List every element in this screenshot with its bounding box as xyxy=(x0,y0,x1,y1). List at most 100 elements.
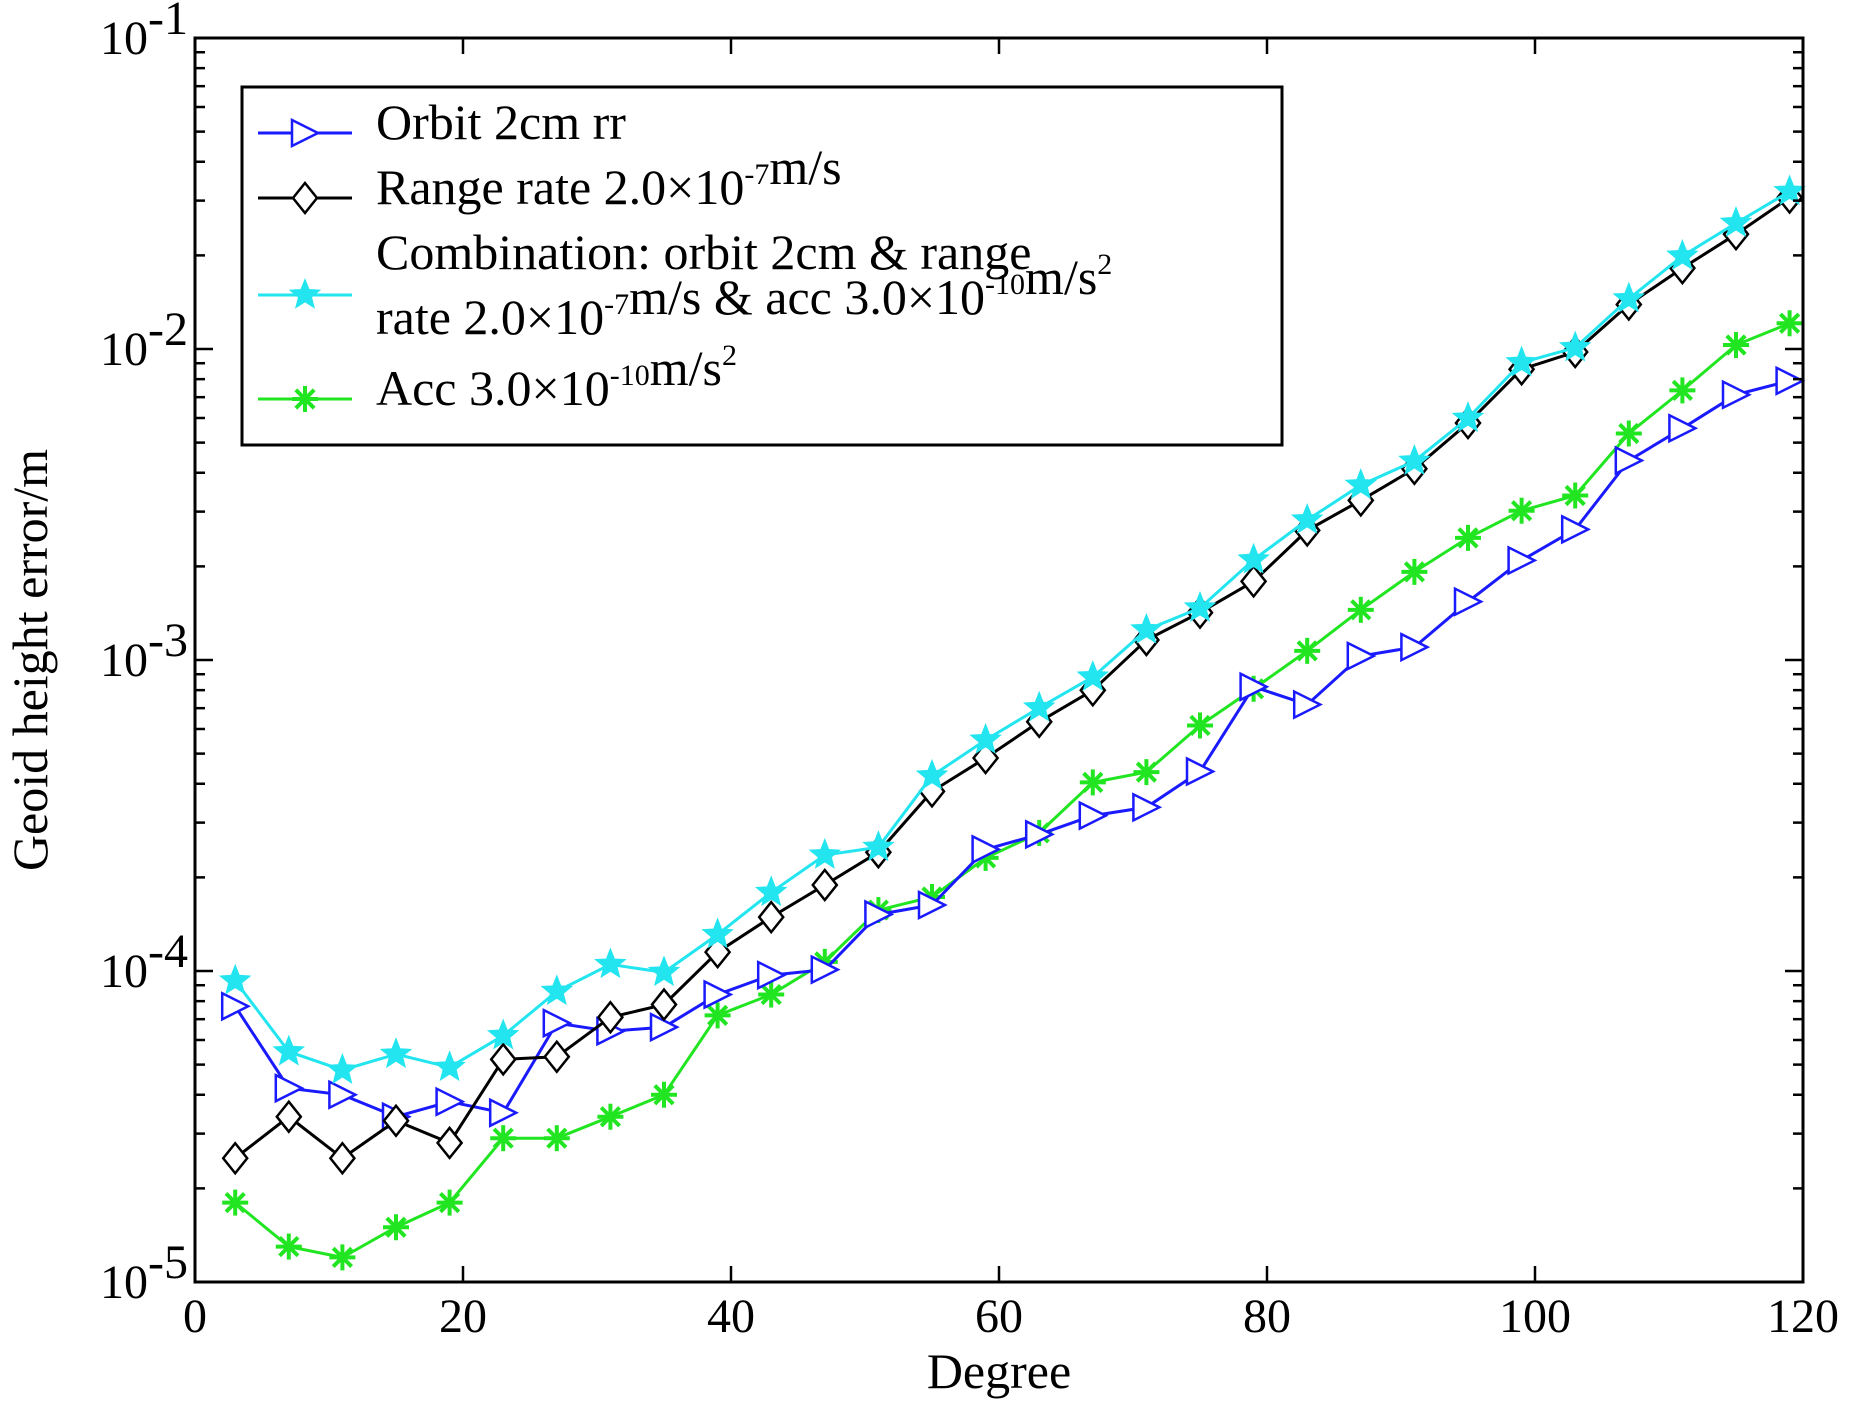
x-tick-label: 120 xyxy=(1767,1290,1839,1343)
x-tick-label: 60 xyxy=(975,1290,1023,1343)
data-point xyxy=(1132,792,1163,823)
data-point xyxy=(291,180,319,216)
data-point xyxy=(1133,759,1160,786)
data-point xyxy=(1612,281,1646,313)
x-tick-label: 100 xyxy=(1499,1290,1571,1343)
data-point xyxy=(1507,545,1538,576)
y-tick-label-exponent: -1 xyxy=(148,0,188,45)
data-point xyxy=(701,917,734,949)
data-point xyxy=(1078,800,1109,831)
data-point xyxy=(1723,332,1749,359)
x-tick-label: 40 xyxy=(707,1290,755,1343)
y-axis-label: Geoid height error/m xyxy=(2,449,58,871)
data-point xyxy=(811,868,839,903)
data-point xyxy=(1347,596,1374,623)
data-point xyxy=(1455,524,1481,551)
data-point xyxy=(757,900,785,935)
data-point xyxy=(328,1141,357,1176)
legend-box xyxy=(240,85,1284,447)
data-point xyxy=(650,987,678,1022)
data-point xyxy=(543,1125,570,1152)
data-point xyxy=(292,386,318,412)
data-point xyxy=(1773,174,1806,206)
data-point xyxy=(218,963,252,995)
data-point xyxy=(969,722,1002,754)
data-point xyxy=(288,277,322,309)
data-point xyxy=(704,1002,731,1029)
data-point xyxy=(1776,310,1803,337)
data-point xyxy=(489,1042,517,1077)
data-point xyxy=(275,1233,302,1260)
data-point xyxy=(274,1073,305,1104)
data-point xyxy=(272,1034,306,1066)
y-tick-label: 10 xyxy=(100,945,148,998)
data-point xyxy=(1185,756,1216,787)
data-point xyxy=(1400,632,1431,663)
data-point xyxy=(329,1244,356,1271)
data-point xyxy=(1719,206,1753,237)
data-point xyxy=(1130,612,1163,644)
x-tick-label: 80 xyxy=(1243,1290,1291,1343)
data-point xyxy=(810,954,841,985)
ticks-layer xyxy=(193,38,1805,1284)
y-tick-label: 10 xyxy=(100,634,148,687)
data-point xyxy=(1237,542,1270,574)
data-point xyxy=(488,1097,519,1128)
data-point xyxy=(915,758,949,790)
y-tick-label: 10 xyxy=(100,1256,148,1309)
x-tick-label: 0 xyxy=(183,1290,207,1343)
data-point xyxy=(1721,379,1752,410)
data-point xyxy=(326,1053,359,1084)
data-point xyxy=(917,889,948,921)
data-point xyxy=(651,1081,677,1108)
data-point xyxy=(1615,420,1642,447)
data-point xyxy=(1505,345,1538,377)
y-tick-label-exponent: -2 xyxy=(148,303,188,356)
data-point xyxy=(328,1079,359,1110)
y-tick-label-exponent: -3 xyxy=(148,614,188,667)
data-point xyxy=(1294,637,1321,664)
data-point xyxy=(1401,558,1428,585)
legend-entry-text: Acc 3.0×10-10m/s2 xyxy=(376,339,737,416)
data-point xyxy=(1022,690,1056,722)
data-point xyxy=(1344,468,1378,499)
legend-entry-text: Combination: orbit 2cm & range xyxy=(376,224,1031,280)
data-point xyxy=(1076,659,1110,691)
data-point xyxy=(1024,819,1055,850)
data-point xyxy=(1669,377,1696,404)
data-point xyxy=(436,1189,463,1216)
y-tick-label-exponent: -5 xyxy=(148,1236,188,1289)
legend-entry-text: Orbit 2cm rr xyxy=(376,94,626,150)
data-point xyxy=(486,1018,520,1050)
legend-entry-text: rate 2.0×10-7m/s & acc 3.0×10-10m/s2 xyxy=(376,248,1112,345)
data-point xyxy=(647,955,681,987)
series-layer xyxy=(218,174,1806,1271)
data-point xyxy=(1508,497,1535,524)
data-point xyxy=(221,1141,249,1176)
data-point xyxy=(1346,640,1377,672)
data-point xyxy=(1187,712,1213,739)
data-point xyxy=(758,981,785,1008)
data-point xyxy=(275,1099,303,1134)
data-point xyxy=(1560,514,1591,545)
y-tick-label: 10 xyxy=(100,323,148,376)
legend-entry-text: Range rate 2.0×10-7m/s xyxy=(376,139,842,215)
series-line xyxy=(234,321,1791,1259)
data-point xyxy=(543,1039,571,1074)
data-point xyxy=(1183,590,1217,622)
data-point xyxy=(382,1103,410,1138)
data-point xyxy=(1558,330,1592,362)
series-0 xyxy=(220,365,1806,1132)
data-point xyxy=(703,979,734,1010)
data-point xyxy=(808,837,842,869)
data-point xyxy=(1398,444,1431,475)
data-point xyxy=(597,1103,624,1130)
data-point xyxy=(490,1125,517,1152)
data-point xyxy=(864,899,895,930)
data-point xyxy=(220,991,251,1022)
data-point xyxy=(383,1214,409,1241)
data-point xyxy=(433,1050,466,1082)
